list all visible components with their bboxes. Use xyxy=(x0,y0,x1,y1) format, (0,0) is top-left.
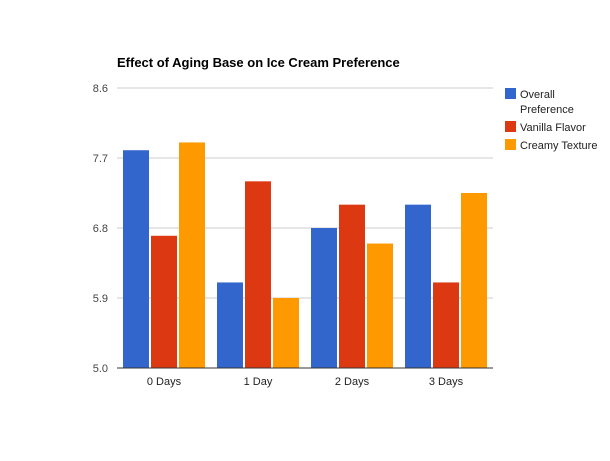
bar-overall-preference xyxy=(311,228,337,368)
legend-label: Vanilla Flavor xyxy=(520,122,586,134)
legend-swatch xyxy=(505,88,516,99)
bar-overall-preference xyxy=(217,282,243,368)
legend-label: Overall xyxy=(520,89,555,101)
bar-creamy-texture xyxy=(461,193,487,368)
bar-creamy-texture xyxy=(179,142,205,368)
bar-overall-preference xyxy=(405,204,431,368)
y-tick-label: 5.0 xyxy=(93,363,108,375)
y-tick-label: 5.9 xyxy=(93,293,108,305)
bar-creamy-texture xyxy=(273,298,299,368)
bar-overall-preference xyxy=(123,150,149,368)
legend-label: Preference xyxy=(520,104,574,116)
x-tick-label: 2 Days xyxy=(335,376,370,388)
legend-swatch xyxy=(505,121,516,132)
x-tick-label: 3 Days xyxy=(429,376,464,388)
legend-label: Creamy Texture xyxy=(520,140,597,152)
bar-vanilla-flavor xyxy=(433,282,459,368)
x-tick-label: 0 Days xyxy=(147,376,182,388)
bar-vanilla-flavor xyxy=(245,181,271,368)
bar-vanilla-flavor xyxy=(151,235,177,368)
bar-vanilla-flavor xyxy=(339,204,365,368)
y-tick-label: 7.7 xyxy=(93,153,108,165)
chart-title: Effect of Aging Base on Ice Cream Prefer… xyxy=(117,55,400,70)
bar-creamy-texture xyxy=(367,243,393,368)
y-tick-label: 6.8 xyxy=(93,223,108,235)
x-tick-label: 1 Day xyxy=(244,376,273,388)
y-tick-label: 8.6 xyxy=(93,83,108,95)
legend-swatch xyxy=(505,139,516,150)
